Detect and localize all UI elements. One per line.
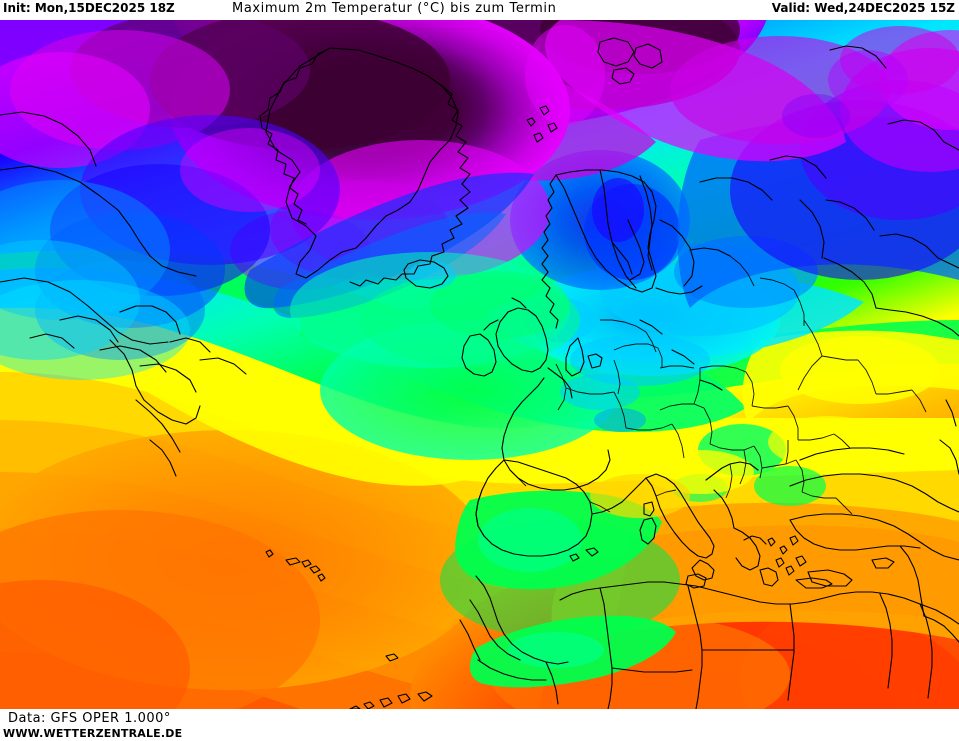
temperature-contours: [0, 20, 959, 709]
website-label: WWW.WETTERZENTRALE.DE: [3, 727, 183, 740]
header-bar: Init: Mon,15DEC2025 18Z Maximum 2m Tempe…: [0, 0, 959, 20]
init-time-label: Init: Mon,15DEC2025 18Z: [3, 1, 175, 15]
coastlines: [0, 37, 959, 709]
data-source-label: Data: GFS OPER 1.000°: [8, 711, 171, 726]
temperature-field-svg: [0, 20, 959, 709]
footer-bar: Data: GFS OPER 1.000° WWW.WETTERZENTRALE…: [0, 709, 959, 741]
valid-time-label: Valid: Wed,24DEC2025 15Z: [771, 1, 955, 15]
country-borders: [509, 255, 927, 515]
temperature-map[interactable]: [0, 20, 959, 709]
page-title: Maximum 2m Temperatur (°C) bis zum Termi…: [232, 1, 557, 16]
